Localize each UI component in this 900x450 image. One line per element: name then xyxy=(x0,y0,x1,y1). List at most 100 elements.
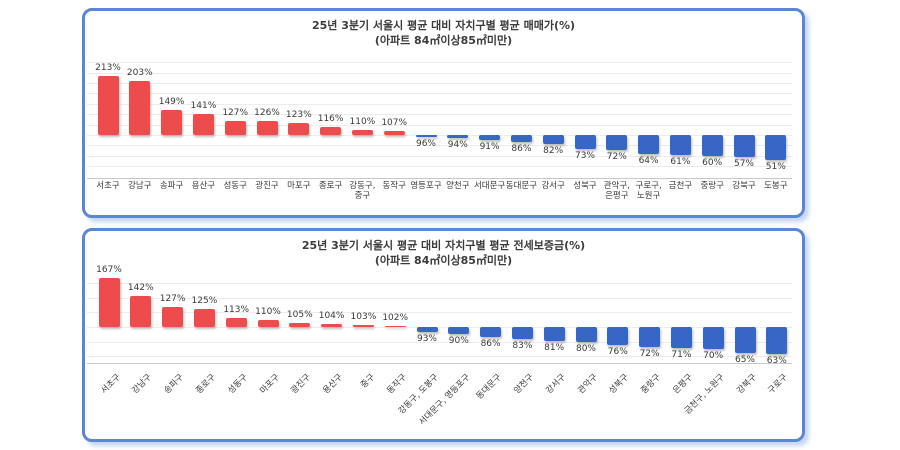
bar-value-label: 83% xyxy=(512,341,533,352)
category-label: 서대문구 xyxy=(473,181,506,191)
chart-subtitle: (아파트 84㎡이상85㎡미만) xyxy=(374,253,513,267)
category-label: 마포구 xyxy=(257,372,282,397)
bar xyxy=(98,278,120,327)
gridline xyxy=(87,341,792,343)
category-label: 동대문구 xyxy=(505,181,538,191)
gridline xyxy=(87,155,792,157)
gridline xyxy=(87,124,792,126)
gridline xyxy=(87,166,792,168)
category-label: 강서구 xyxy=(541,181,565,191)
bar-value-label: 126% xyxy=(254,108,280,119)
category-label: 강북구 xyxy=(732,181,756,191)
bar xyxy=(639,327,661,348)
bar-value-label: 142% xyxy=(127,283,154,294)
bar-value-label: 113% xyxy=(223,304,250,315)
x-axis-line xyxy=(87,363,792,364)
bar-value-label: 64% xyxy=(638,155,659,166)
gridline xyxy=(87,312,792,314)
category-label: 강서구 xyxy=(544,372,568,397)
bar xyxy=(225,317,247,327)
category-label: 용산구 xyxy=(191,181,216,191)
bar xyxy=(129,81,151,135)
bar xyxy=(351,129,373,135)
bar-value-label: 141% xyxy=(190,100,217,111)
gridline xyxy=(87,145,792,147)
bar-value-label: 110% xyxy=(255,306,281,317)
category-label: 동대문구 xyxy=(474,372,505,402)
category-label: 관악구 xyxy=(575,372,600,397)
gridline xyxy=(87,356,792,358)
bar-value-label: 104% xyxy=(318,311,345,322)
category-label: 중랑구 xyxy=(700,181,724,191)
bar xyxy=(543,327,565,341)
bar-value-label: 167% xyxy=(96,265,122,276)
bar-value-label: 90% xyxy=(448,336,469,347)
category-label: 성북구 xyxy=(573,181,597,191)
category-label: 양천구 xyxy=(446,181,470,191)
gridline xyxy=(87,297,792,299)
category-label: 구로구, 노원구 xyxy=(635,181,662,201)
bar-value-label: 82% xyxy=(543,146,564,157)
category-label: 성북구 xyxy=(607,372,632,397)
bar-value-label: 110% xyxy=(349,116,376,127)
category-label: 송파구 xyxy=(159,181,184,191)
gridline xyxy=(87,327,792,328)
x-axis-line xyxy=(87,178,792,179)
sale-price-chart-panel: 25년 3분기 서울시 평균 대비 자치구별 평균 매매가(%) (아파트 84… xyxy=(82,8,805,218)
bar xyxy=(289,323,311,327)
category-label: 동작구 xyxy=(382,181,406,191)
category-label: 광진구 xyxy=(255,181,279,191)
sale-price-plot-area: 213% 서초구 203% 강남구 149% 송파구 141% 용산구 127% 성동구 126% 광… xyxy=(85,11,802,215)
bar-value-label: 72% xyxy=(639,349,660,360)
bar-value-label: 61% xyxy=(670,157,691,168)
bar xyxy=(383,131,405,135)
bar xyxy=(97,76,119,135)
bar xyxy=(256,121,278,135)
bar xyxy=(670,327,692,349)
bar xyxy=(734,327,756,353)
gridline xyxy=(87,114,792,116)
bar xyxy=(415,135,437,138)
bar-value-label: 125% xyxy=(191,295,218,306)
category-label: 영등포구 xyxy=(410,181,442,191)
category-label: 광진구 xyxy=(289,372,314,397)
bar xyxy=(638,135,660,154)
bar xyxy=(765,135,787,161)
bar-value-label: 213% xyxy=(95,63,121,74)
bar xyxy=(575,327,597,342)
bar-value-label: 63% xyxy=(766,356,787,366)
gridline xyxy=(87,103,792,105)
chart-title: 25년 3분기 서울시 평균 대비 자치구별 평균 매매가(%) xyxy=(311,19,576,32)
bar xyxy=(224,120,246,135)
category-label: 동작구 xyxy=(385,372,409,397)
bar xyxy=(384,325,406,327)
bar-value-label: 123% xyxy=(285,110,312,121)
category-label: 송파구 xyxy=(162,372,187,397)
bar-value-label: 51% xyxy=(765,162,786,173)
bar-value-label: 60% xyxy=(702,157,723,168)
category-label: 성동구 xyxy=(223,181,247,191)
bar xyxy=(416,327,438,333)
gridline xyxy=(87,283,792,285)
bar xyxy=(352,324,374,327)
category-label: 은평구 xyxy=(671,372,695,397)
jeonse-deposit-chart-panel: 25년 3분기 서울시 평균 대비 자치구별 평균 전세보증금(%) (아파트 … xyxy=(82,228,805,442)
bar-value-label: 65% xyxy=(734,354,755,365)
bar-value-label: 71% xyxy=(671,350,692,361)
category-label: 서초구 xyxy=(96,181,120,191)
bar-value-label: 103% xyxy=(350,311,377,322)
bar xyxy=(607,327,629,345)
bar-value-label: 149% xyxy=(158,96,185,107)
bar xyxy=(766,327,788,354)
bar xyxy=(701,135,723,156)
bar xyxy=(320,126,342,135)
bar xyxy=(733,135,755,158)
bar-value-label: 116% xyxy=(317,113,344,124)
category-label: 마포구 xyxy=(287,181,311,191)
bar-value-label: 86% xyxy=(511,144,532,155)
bar xyxy=(321,324,343,327)
bar-value-label: 107% xyxy=(381,118,408,129)
bar-value-label: 102% xyxy=(382,312,409,323)
gridline xyxy=(87,62,792,64)
